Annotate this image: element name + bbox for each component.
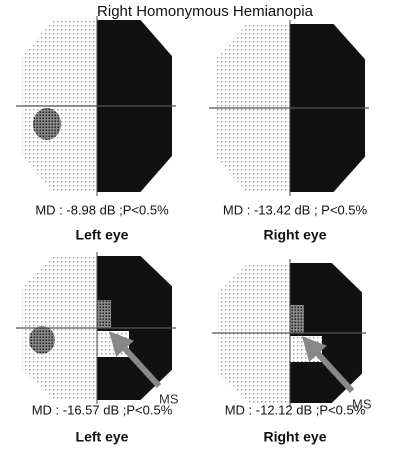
arrow <box>108 331 162 389</box>
eye-label: Left eye <box>76 227 129 243</box>
scotoma <box>33 108 61 140</box>
visual-field: MS <box>212 259 372 411</box>
visual-field <box>209 20 369 196</box>
annotation: MS <box>352 396 372 411</box>
eye-label: Right eye <box>263 227 326 243</box>
scotoma <box>29 326 55 354</box>
spared-area <box>290 305 304 333</box>
eye-label: Left eye <box>76 429 129 445</box>
visual-field: MS <box>16 252 179 406</box>
md-label: MD : -12.12 dB ;P<0.5% <box>225 402 366 417</box>
eye-label: Right eye <box>263 429 326 445</box>
figure-title: Right Homonymous Hemianopia <box>97 3 314 20</box>
visual-field <box>16 16 176 196</box>
md-label: MD : -16.57 dB ;P<0.5% <box>32 402 173 417</box>
annotation: MS <box>159 391 179 406</box>
md-label: MD : -8.98 dB ;P<0.5% <box>35 202 169 217</box>
spared-area <box>97 300 111 328</box>
arrow <box>301 336 355 394</box>
md-label: MD : -13.42 dB ; P<0.5% <box>223 202 368 217</box>
